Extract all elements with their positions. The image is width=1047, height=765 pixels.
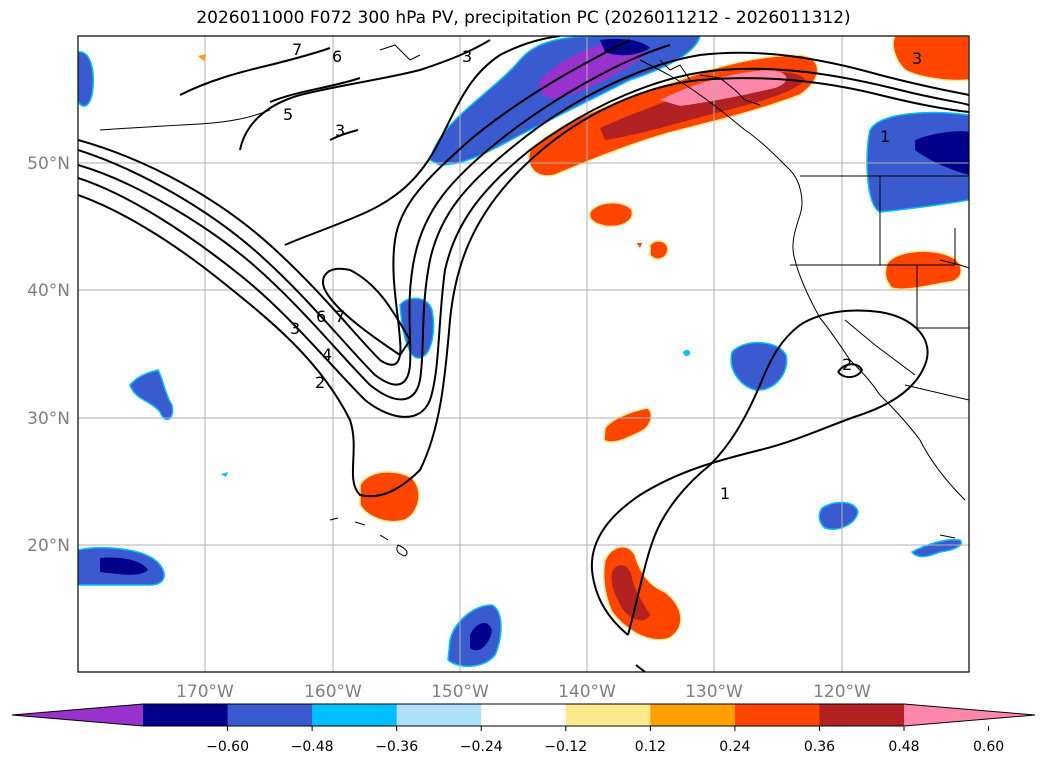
colorbar-outline bbox=[11, 703, 1036, 727]
colorbar-segment bbox=[396, 704, 482, 726]
colorbar-segment bbox=[481, 704, 567, 726]
lat-label-50n: 50°N bbox=[27, 154, 70, 174]
colorbar-segment bbox=[143, 704, 229, 726]
colorbar-extension-min bbox=[12, 704, 143, 726]
coastlines bbox=[99, 44, 969, 557]
colorbar-tick-label: −0.12 bbox=[544, 739, 587, 755]
lon-label-170w: 170°W bbox=[176, 682, 234, 702]
plot-title: 2026011000 F072 300 hPa PV, precipitatio… bbox=[196, 8, 851, 28]
political-borders bbox=[790, 175, 969, 401]
map-panel bbox=[78, 36, 969, 672]
lon-label-140w: 140°W bbox=[558, 682, 616, 702]
contour-label: 2 bbox=[315, 373, 325, 392]
contour-label: 5 bbox=[283, 105, 293, 124]
contour-label: 1 bbox=[720, 484, 730, 503]
precip-positive-areas bbox=[198, 36, 969, 641]
colorbar-segment bbox=[734, 704, 820, 726]
contour-labels: 3 4 2 6 7 3 3 5 6 7 3 1 1 2 bbox=[283, 40, 922, 503]
colorbar-tick-label: 0.48 bbox=[888, 739, 919, 755]
lon-label-160w: 160°W bbox=[304, 682, 362, 702]
contour-label: 6 bbox=[316, 307, 326, 326]
colorbar-tick-label: 0.60 bbox=[973, 739, 1004, 755]
colorbar-segment bbox=[312, 704, 398, 726]
lon-label-150w: 150°W bbox=[431, 682, 489, 702]
colorbar-ticks: −0.60 −0.48 −0.36 −0.24 −0.12 0.12 0.24 0.36 0.4… bbox=[206, 726, 1004, 755]
colorbar-segment bbox=[565, 704, 651, 726]
contour-label: 7 bbox=[292, 40, 302, 59]
colorbar-segment bbox=[819, 704, 905, 726]
colorbar-tick-label: 0.24 bbox=[719, 739, 750, 755]
contour-label: 6 bbox=[332, 47, 342, 66]
lat-label-30n: 30°N bbox=[27, 409, 70, 429]
lat-label-20n: 20°N bbox=[27, 536, 70, 556]
map-frame bbox=[77, 35, 970, 673]
contour-label: 3 bbox=[912, 49, 922, 68]
contour-label: 2 bbox=[842, 355, 852, 374]
colorbar bbox=[11, 703, 1036, 727]
latitude-labels: 50°N 40°N 30°N 20°N bbox=[27, 154, 70, 556]
contour-label: 3 bbox=[290, 319, 300, 338]
contour-label: 1 bbox=[880, 127, 890, 146]
colorbar-segment bbox=[227, 704, 313, 726]
contour-label: 3 bbox=[462, 47, 472, 66]
colorbar-extension-max bbox=[904, 704, 1035, 726]
colorbar-tick-label: −0.48 bbox=[291, 739, 334, 755]
colorbar-segment bbox=[650, 704, 736, 726]
contour-label: 7 bbox=[335, 307, 345, 326]
contour-label: 3 bbox=[335, 121, 345, 140]
graticule bbox=[78, 36, 969, 672]
contour-label: 4 bbox=[322, 345, 332, 364]
colorbar-tick-label: −0.36 bbox=[375, 739, 418, 755]
colorbar-tick-label: −0.24 bbox=[460, 739, 503, 755]
lat-label-40n: 40°N bbox=[27, 281, 70, 301]
longitude-labels: 170°W 160°W 150°W 140°W 130°W 120°W bbox=[176, 682, 871, 702]
colorbar-tick-label: −0.60 bbox=[206, 739, 249, 755]
pv-contours bbox=[78, 36, 969, 672]
precip-negative-areas bbox=[78, 36, 969, 667]
colorbar-tick-label: 0.12 bbox=[635, 739, 666, 755]
lon-label-130w: 130°W bbox=[685, 682, 743, 702]
colorbar-tick-label: 0.36 bbox=[804, 739, 835, 755]
lon-label-120w: 120°W bbox=[813, 682, 871, 702]
